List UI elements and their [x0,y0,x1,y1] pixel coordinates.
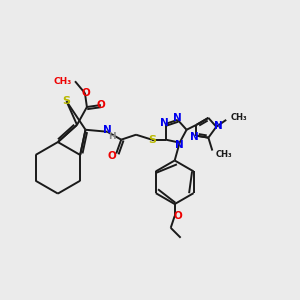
Text: N: N [214,121,223,131]
Text: S: S [148,135,156,145]
Text: CH₃: CH₃ [230,113,247,122]
Text: H: H [109,132,116,141]
Text: N: N [190,132,199,142]
Text: N: N [173,113,182,123]
Text: O: O [82,88,90,98]
Text: CH₃: CH₃ [54,77,72,86]
Text: CH₃: CH₃ [215,150,232,159]
Text: O: O [108,151,117,160]
Text: S: S [62,96,70,106]
Text: O: O [173,211,182,221]
Text: N: N [175,140,184,150]
Text: O: O [96,100,105,110]
Text: N: N [160,118,169,128]
Text: N: N [103,125,112,135]
